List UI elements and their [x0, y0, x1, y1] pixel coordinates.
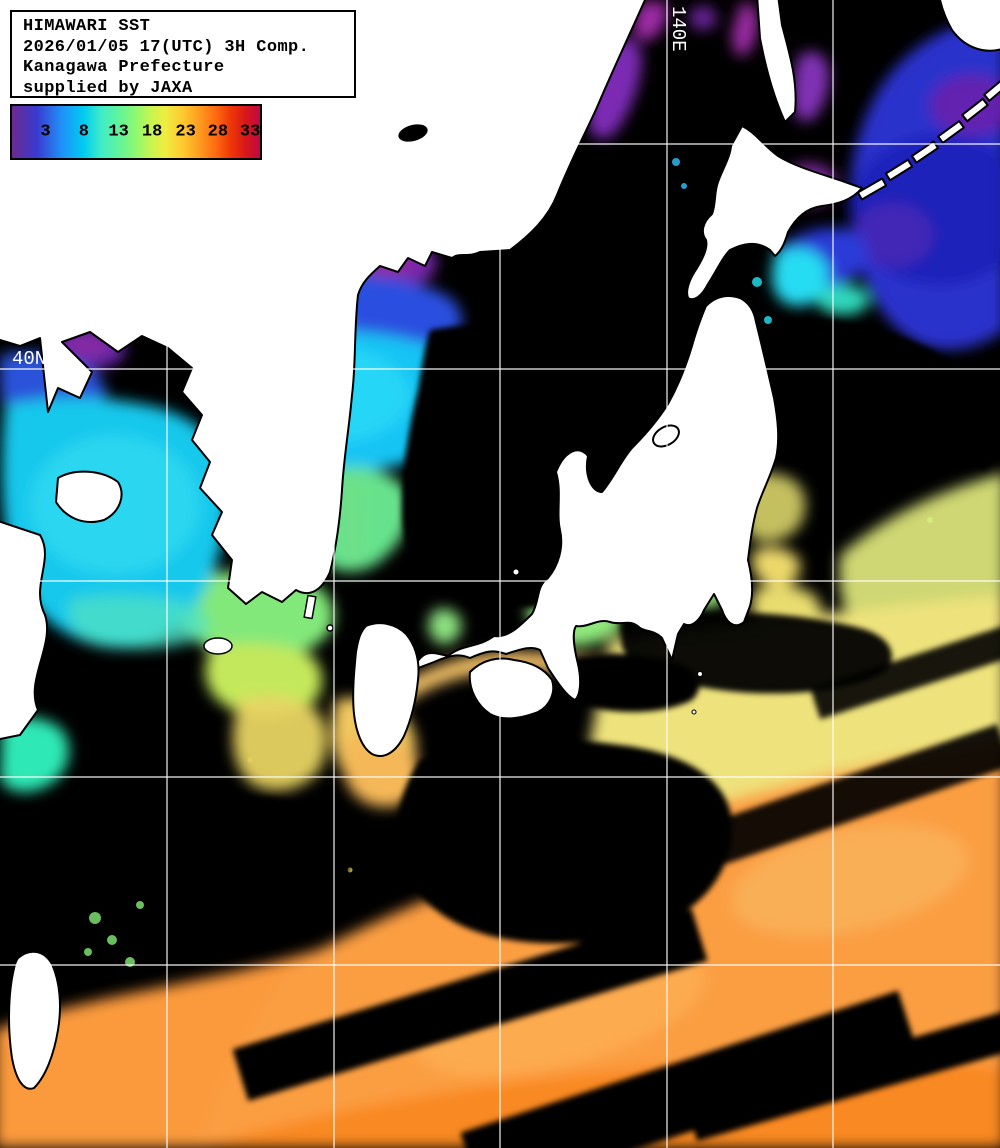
land-ne-corner: [939, 0, 1000, 52]
sst-patch: [345, 735, 420, 807]
sst-patch: [732, 825, 968, 935]
colorbar-tick: 18: [141, 122, 163, 142]
sst-patch: [731, 3, 758, 57]
cloud-streak: [686, 1008, 1000, 1142]
sst-patch: [792, 51, 830, 122]
land-kuril-islands: [856, 78, 1000, 201]
land-shandong: [55, 470, 123, 523]
colorbar-tick: 23: [175, 122, 196, 142]
land-kyushu: [352, 622, 420, 757]
land-taiwan: [8, 950, 61, 1090]
cloud-patch: [620, 612, 892, 694]
colorbar-tick: 8: [78, 122, 90, 142]
cloud-streak: [618, 724, 1000, 896]
land-izu-island: [697, 671, 703, 677]
title-region: Kanagawa Prefecture: [23, 58, 225, 77]
sst-patch: [752, 547, 801, 587]
colorbar-tick: 33: [239, 122, 261, 142]
cloud-streak: [460, 990, 920, 1148]
sst-patch: [689, 6, 717, 30]
sst-patch: [204, 643, 323, 716]
sst-patch: [340, 473, 364, 572]
cloud-mask-layer: [156, 319, 1000, 1148]
longitude-label: 140E: [667, 6, 689, 52]
sst-patch: [633, 2, 668, 41]
sst-colorbar: 3 8 13 18 23 28 33: [10, 104, 262, 160]
sst-patch: [587, 38, 642, 139]
land-izu-island: [691, 709, 697, 715]
title-datetime: 2026/01/05 17(UTC) 3H Comp.: [23, 37, 310, 57]
land-layer: [0, 0, 1000, 1090]
title-box: HIMAWARI SST 2026/01/05 17(UTC) 3H Comp.…: [10, 10, 356, 98]
land-oki: [511, 567, 521, 577]
land-hokkaido: [686, 125, 863, 301]
sst-patch: [428, 608, 462, 645]
latitude-label: 40N: [12, 348, 46, 370]
sst-patch: [232, 696, 327, 791]
land-tsushima: [303, 594, 317, 620]
sst-patch: [839, 473, 1000, 628]
sst-patch: [817, 285, 869, 315]
sst-patch: [375, 640, 722, 716]
sst-patch: [771, 247, 829, 307]
cloud-patch: [396, 740, 732, 944]
land-iki: [326, 624, 334, 632]
sst-patch: [853, 203, 933, 267]
cloud-patch: [156, 796, 350, 927]
title-credit: supplied by JAXA: [23, 78, 193, 98]
lake-khanka: [398, 124, 428, 142]
land-sakhalin: [756, 0, 797, 123]
colorbar-tick: 3: [40, 122, 51, 142]
sst-patch: [930, 75, 1000, 135]
colorbar-tick: 28: [207, 122, 229, 142]
land-china-coast: [0, 520, 48, 741]
sst-patch: [66, 336, 110, 356]
sst-patch: [68, 595, 208, 649]
land-jeju: [203, 637, 233, 655]
cloud-patch: [770, 319, 1000, 470]
cloud-streak: [232, 909, 708, 1101]
land-shikoku: [468, 657, 555, 720]
title-product: HIMAWARI SST: [23, 17, 151, 36]
colorbar-tick: 13: [108, 122, 129, 142]
cloud-streak: [810, 620, 1000, 720]
land-honshu: [415, 295, 780, 701]
land-sado: [652, 424, 680, 448]
